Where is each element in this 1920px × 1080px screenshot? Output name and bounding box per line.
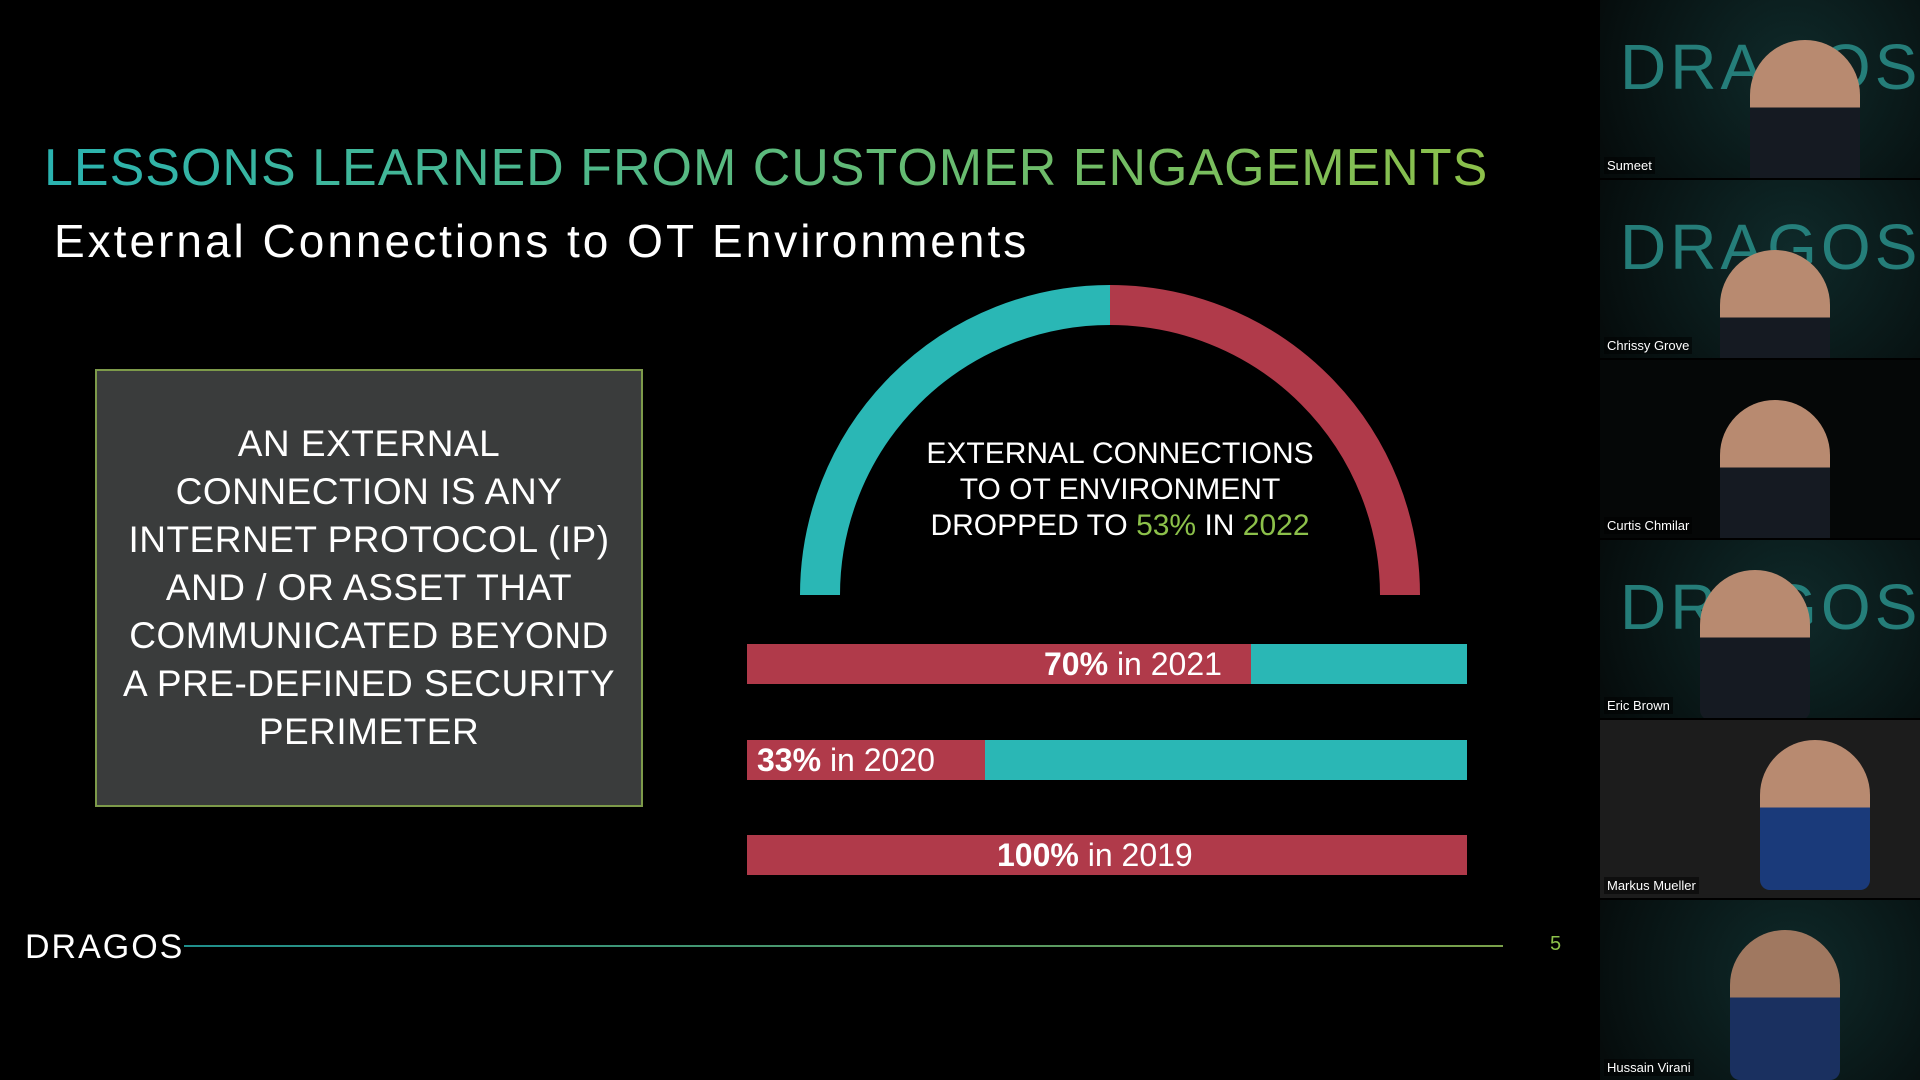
presentation-slide: LESSONS LEARNED FROM CUSTOMER ENGAGEMENT… <box>25 139 1562 966</box>
participant-tile[interactable]: DRAGOSEric Brown <box>1600 540 1920 718</box>
participant-name: Sumeet <box>1604 157 1655 174</box>
participant-name: Hussain Virani <box>1604 1059 1694 1076</box>
participant-tile[interactable]: Hussain Virani <box>1600 900 1920 1080</box>
page-number: 5 <box>1550 933 1562 955</box>
bar-fill <box>747 740 985 780</box>
definition-box: AN EXTERNAL CONNECTION IS ANY INTERNET P… <box>95 369 643 807</box>
video-feed <box>1750 40 1860 178</box>
bar-fill <box>747 644 1251 684</box>
video-feed <box>1760 740 1870 890</box>
caption-line-1: EXTERNAL CONNECTIONS <box>926 437 1314 470</box>
participant-tile[interactable]: DRAGOSSumeet <box>1600 0 1920 178</box>
slide-title: LESSONS LEARNED FROM CUSTOMER ENGAGEMENT… <box>44 139 1489 197</box>
footer-divider <box>184 945 1503 947</box>
participant-tile[interactable]: DRAGOS Chrissy Grove <box>1600 180 1920 358</box>
slide-subtitle: External Connections to OT Environments <box>54 215 1030 267</box>
bar-label: 33% in 2020 <box>757 742 935 778</box>
participant-tile[interactable]: Markus Mueller <box>1600 720 1920 898</box>
arc-segment-teal <box>800 285 1111 596</box>
video-feed <box>1730 930 1840 1080</box>
gauge-arc <box>800 285 1420 596</box>
caption-line-2: TO OT ENVIRONMENT <box>959 473 1281 506</box>
bar-label: 100% in 2019 <box>997 837 1193 873</box>
participant-name: Markus Mueller <box>1604 877 1699 894</box>
caption-line-3: DROPPED TO 53% IN 2022 <box>930 509 1310 542</box>
gauge-caption: EXTERNAL CONNECTIONS TO OT ENVIRONMENT D… <box>880 436 1360 544</box>
participant-name: Chrissy Grove <box>1604 337 1693 354</box>
participant-name: Curtis Chmilar <box>1604 517 1693 534</box>
bar-fill <box>747 835 1467 875</box>
video-feed <box>1700 570 1810 718</box>
arc-segment-red <box>1109 285 1420 596</box>
definition-text: AN EXTERNAL CONNECTION IS ANY INTERNET P… <box>122 423 616 752</box>
bar-label: 70% in 2021 <box>1044 646 1222 682</box>
dragos-logo: DRAGOS <box>25 928 185 966</box>
video-feed <box>1720 400 1830 538</box>
video-feed <box>1720 250 1830 358</box>
bar-2019: 100% in 2019 <box>747 835 1467 875</box>
participant-tile[interactable]: Curtis Chmilar <box>1600 360 1920 538</box>
bar-2020: 33% in 2020 <box>747 740 1467 780</box>
participant-name: Eric Brown <box>1604 697 1673 714</box>
bar-2021: 70% in 2021 <box>747 644 1467 684</box>
